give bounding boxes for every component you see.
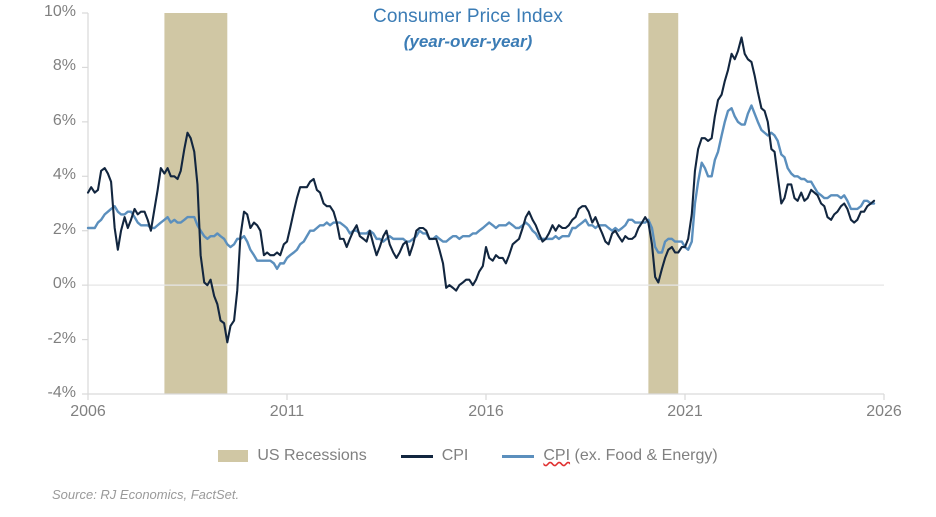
spellcheck-underline: CPI (543, 447, 571, 464)
chart-subtitle: (year-over-year) (403, 32, 533, 51)
y-axis-label: -4% (47, 384, 76, 401)
recession-band (648, 13, 679, 394)
x-axis-label: 2021 (667, 403, 703, 420)
legend-line-icon (400, 454, 433, 458)
series-line-cpi (86, 36, 876, 344)
y-axis-label: 2% (52, 220, 76, 238)
plot-area (82, 12, 885, 400)
x-axis-label: 2011 (269, 403, 305, 420)
series-line-core-cpi (86, 104, 876, 271)
legend-item-label: CPI (ex. Food & Energy) (543, 447, 718, 464)
chart-title: Consumer Price Index (373, 6, 563, 27)
legend-item-label: US Recessions (257, 447, 367, 464)
chart-legend: US Recessions CPI CPI (ex. Food & Energy) (0, 448, 936, 464)
recession-band (164, 13, 228, 394)
x-axis-label: 2006 (70, 403, 106, 420)
y-axis-label: 6% (52, 111, 76, 129)
legend-item[interactable]: CPI (400, 447, 469, 464)
legend-item[interactable]: CPI (ex. Food & Energy) (502, 447, 718, 464)
y-axis-label: 10% (43, 3, 76, 20)
legend-swatch-icon (218, 450, 249, 462)
y-axis-label: 0% (52, 275, 76, 293)
y-axis-label: -2% (47, 329, 76, 347)
x-axis-label: 2026 (866, 403, 902, 420)
legend-item[interactable]: US Recessions (218, 447, 367, 464)
legend-line-icon (502, 454, 535, 458)
source-note: Source: RJ Economics, FactSet. (52, 487, 240, 502)
y-axis-label: 8% (52, 57, 76, 75)
x-axis-label: 2016 (468, 403, 504, 420)
legend-item-label: CPI (441, 447, 469, 464)
y-axis-label: 4% (52, 166, 76, 184)
